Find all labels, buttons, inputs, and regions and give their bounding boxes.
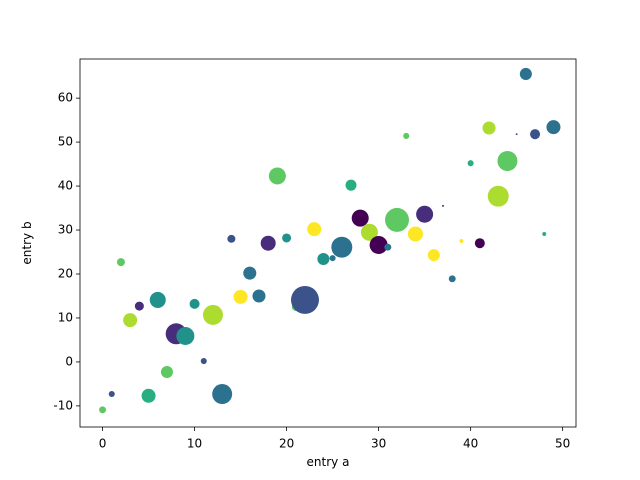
scatter-point — [474, 238, 485, 249]
scatter-point — [243, 266, 257, 280]
scatter-point — [384, 243, 392, 251]
scatter-point — [515, 133, 518, 136]
scatter-point — [202, 304, 223, 325]
scatter-point — [427, 249, 440, 262]
x-tick-label: 30 — [371, 437, 386, 451]
scatter-point — [331, 236, 353, 258]
scatter-point — [459, 239, 464, 243]
y-axis-label: entry b — [20, 221, 34, 264]
scatter-point — [329, 255, 336, 262]
scatter-point — [487, 185, 509, 207]
scatter-point — [546, 120, 561, 135]
y-tick-label: 40 — [58, 179, 73, 193]
scatter-point — [345, 179, 357, 191]
scatter-point — [227, 234, 236, 243]
y-tick-label: 60 — [58, 91, 73, 105]
y-tick-label: 10 — [58, 310, 73, 324]
scatter-point — [497, 151, 518, 171]
scatter-point — [542, 232, 547, 236]
scatter-point — [416, 205, 434, 223]
scatter-point — [233, 289, 248, 304]
scatter-point — [307, 222, 322, 237]
scatter-point — [141, 388, 156, 403]
x-tick-label: 50 — [555, 437, 570, 451]
scatter-point — [317, 253, 330, 266]
scatter-point — [212, 384, 233, 405]
scatter-point — [134, 301, 144, 311]
y-tick-label: -10 — [53, 398, 73, 412]
scatter-point — [282, 233, 292, 243]
scatter-point — [360, 223, 378, 241]
scatter-point — [467, 160, 474, 167]
x-axis-label: entry a — [307, 455, 350, 469]
scatter-point — [99, 406, 107, 414]
scatter-point — [160, 366, 173, 379]
y-tick-label: 30 — [58, 223, 73, 237]
y-tick-label: 0 — [65, 354, 73, 368]
scatter-point — [149, 291, 166, 308]
scatter-point — [369, 235, 388, 254]
scatter-point — [385, 207, 410, 232]
scatter-point — [442, 204, 445, 207]
scatter-point — [116, 258, 125, 267]
scatter-point — [448, 275, 456, 283]
y-tick-label: 50 — [58, 135, 73, 149]
scatter-point — [268, 167, 286, 185]
scatter-point — [108, 390, 115, 398]
scatter-point — [351, 209, 369, 227]
scatter-point — [530, 129, 541, 140]
y-tick-label: 20 — [58, 266, 73, 280]
scatter-point — [176, 326, 195, 345]
scatter-point — [123, 313, 138, 328]
x-tick-label: 20 — [279, 437, 294, 451]
scatter-point — [407, 226, 423, 242]
axes-frame — [79, 58, 577, 428]
scatter-point — [291, 285, 319, 314]
scatter-point — [189, 298, 200, 309]
x-tick-label: 10 — [187, 437, 202, 451]
scatter-point — [200, 358, 207, 365]
scatter-point — [482, 121, 496, 135]
scatter-point — [260, 235, 276, 251]
scatter-point — [403, 132, 410, 139]
scatter-point — [519, 67, 532, 80]
x-tick-label: 0 — [99, 437, 107, 451]
scatter-point — [252, 289, 266, 303]
x-tick-label: 40 — [463, 437, 478, 451]
